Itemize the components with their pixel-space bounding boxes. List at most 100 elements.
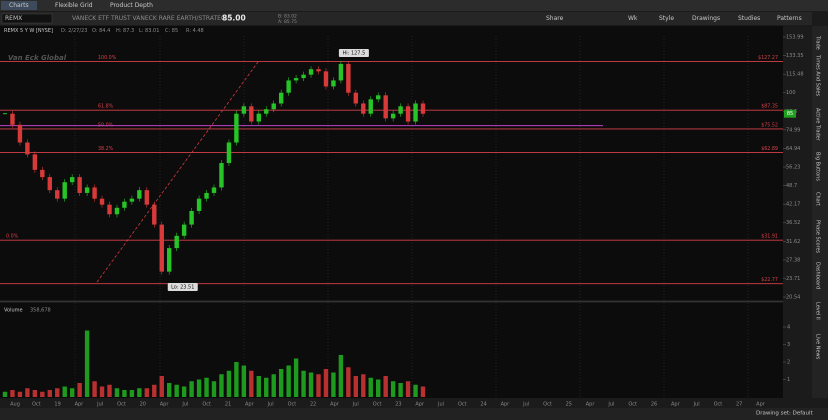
watermark: Van Eck Global: [8, 54, 67, 62]
fib-percent-label: 100.0%: [98, 55, 117, 61]
price-tick-label: 115.48: [786, 72, 804, 78]
x-axis-label: Oct: [202, 402, 211, 408]
price-tick-label: 36.52: [786, 220, 800, 226]
annotation-box: [167, 283, 198, 291]
candle: [211, 187, 217, 193]
candle: [376, 95, 381, 100]
sidebar-tab[interactable]: Dashboard: [815, 262, 821, 289]
candle: [3, 113, 7, 115]
volume-tick-label: 1: [787, 377, 790, 383]
sidebar-tab[interactable]: Trade: [815, 35, 821, 50]
sidebar-tab[interactable]: Big Buttons: [815, 152, 821, 181]
x-axis-label: Apr: [160, 402, 170, 408]
x-axis-label: Oct: [628, 402, 637, 408]
candle: [368, 99, 373, 114]
fib-percent-label: 38.2%: [98, 146, 114, 152]
volume-bar: [107, 384, 112, 397]
study-label: REMX 5 Y W [NYSE]: [4, 28, 53, 34]
toolbar-button[interactable]: Patterns: [777, 15, 802, 22]
volume-bar: [32, 390, 38, 397]
fib-price-label: $127.27: [758, 55, 778, 61]
sidebar-tab[interactable]: Times And Sales: [815, 54, 821, 96]
volume-bar: [271, 374, 276, 397]
tab[interactable]: Charts: [9, 2, 29, 9]
volume-bar: [77, 383, 82, 397]
sidebar-tab[interactable]: Live News: [815, 334, 821, 360]
volume-bar: [196, 379, 202, 397]
volume-bar: [219, 374, 224, 397]
volume-bar: [226, 370, 232, 397]
x-axis-label: Apr: [415, 402, 425, 408]
volume-bar: [92, 381, 97, 397]
volume-bar: [189, 381, 194, 397]
toolbar-button[interactable]: Wk: [628, 15, 638, 22]
candle: [55, 190, 60, 199]
volume-bar: [10, 390, 15, 397]
x-axis-label: Apr: [245, 402, 255, 408]
x-axis-label: Jul: [267, 402, 274, 408]
candle: [167, 248, 172, 272]
x-axis-label: 22: [310, 402, 316, 408]
sidebar-tab[interactable]: Level II: [815, 302, 821, 320]
volume-bar: [69, 388, 75, 397]
toolbar-button[interactable]: Share: [546, 15, 564, 22]
x-axis-label: 25: [566, 402, 572, 408]
volume-bar: [413, 384, 418, 397]
x-axis-label: Apr: [756, 402, 766, 408]
annotation-low: Lo: 23.51: [167, 283, 198, 291]
sidebar-tab[interactable]: Active Trader: [815, 108, 821, 142]
sidebar-tab[interactable]: Chart: [815, 192, 821, 206]
candle: [353, 92, 359, 104]
candle: [390, 113, 396, 119]
candle: [219, 163, 224, 188]
volume-bar: [25, 388, 30, 397]
volume-bar: [204, 377, 209, 397]
price-tick-label: 100: [786, 90, 796, 96]
sidebar: [812, 26, 828, 398]
volume-bar: [55, 388, 60, 397]
trend-line[interactable]: [96, 61, 259, 283]
fib-price-label: $87.35: [761, 104, 778, 110]
candle: [398, 106, 403, 114]
study-open: O: 84.4: [92, 28, 110, 34]
toolbar-button[interactable]: Style: [659, 15, 674, 22]
sidebar-tab[interactable]: Phase Scores: [815, 220, 821, 254]
candle: [383, 95, 388, 119]
study-range: R: 4.48: [186, 28, 204, 34]
symbol-box[interactable]: [1, 13, 53, 24]
candle: [196, 198, 202, 211]
candle: [189, 210, 194, 225]
volume-bar: [383, 376, 388, 397]
candle: [338, 63, 344, 81]
volume-bar: [211, 381, 217, 397]
toolbar-button[interactable]: Studies: [738, 15, 760, 22]
drawing-set[interactable]: Drawing set: Default: [756, 411, 814, 417]
price-tick-label: 56.23: [786, 165, 800, 171]
volume-bar: [286, 365, 291, 397]
price-tick-label: 20.54: [786, 295, 800, 301]
volume-bar: [234, 362, 239, 397]
last-price: 85.00: [222, 14, 246, 23]
annotation-text: Lo: 23.51: [171, 285, 194, 291]
volume-bar: [376, 379, 381, 397]
candle: [361, 103, 366, 114]
tab[interactable]: Flexible Grid: [55, 2, 93, 9]
candle: [92, 187, 97, 199]
candle: [10, 113, 15, 125]
candle: [301, 74, 306, 79]
candle: [152, 204, 157, 225]
toolbar-button[interactable]: Drawings: [692, 15, 720, 22]
x-axis-label: Jul: [96, 402, 103, 408]
tab[interactable]: Product Depth: [110, 2, 153, 9]
tab-bar: [0, 0, 828, 11]
symbol[interactable]: REMX: [5, 15, 22, 22]
price-tick-label: 31.62: [786, 239, 800, 245]
price-pane: [0, 26, 783, 300]
volume-bar: [249, 370, 254, 397]
volume-bar: [256, 376, 261, 397]
active-tab[interactable]: [1, 1, 37, 10]
ask: A: 85.75: [278, 19, 297, 25]
volume-bar: [241, 365, 247, 397]
volume-tick-label: 4: [787, 325, 790, 331]
x-axis-label: Jul: [607, 402, 614, 408]
